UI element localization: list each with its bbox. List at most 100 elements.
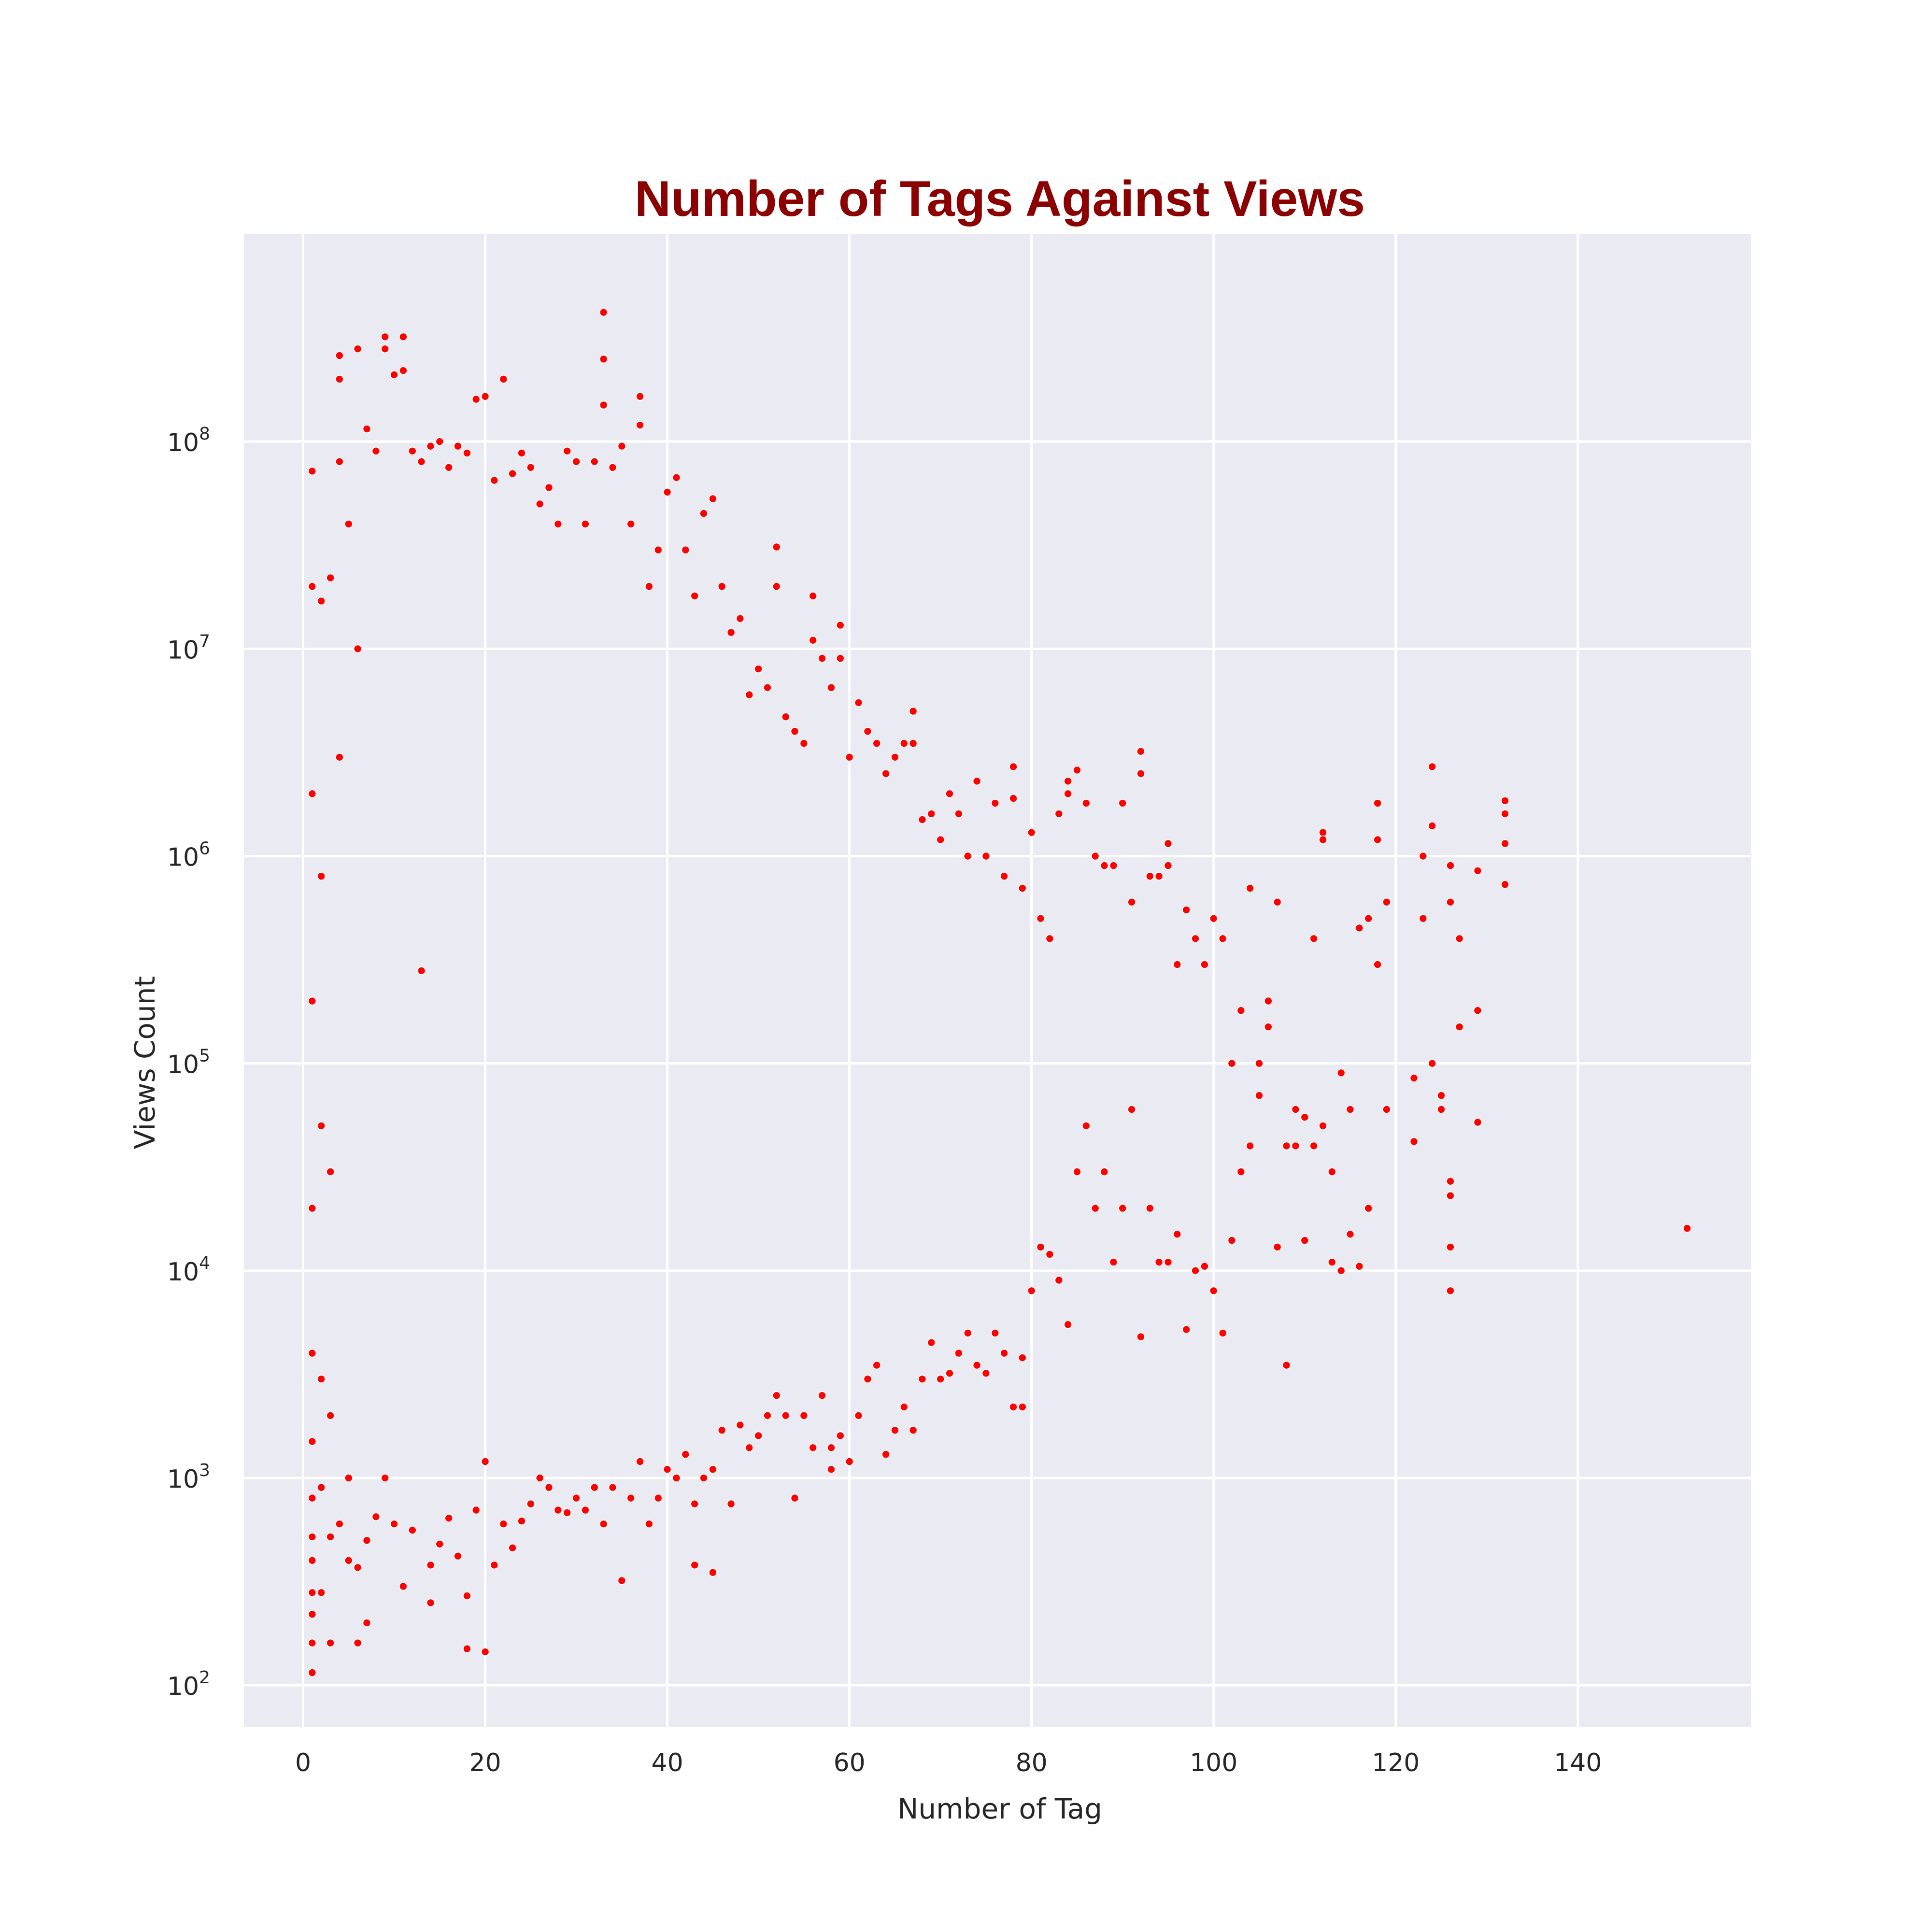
scatter-point [1428, 1059, 1436, 1068]
scatter-point [1473, 1118, 1482, 1127]
scatter-point [1146, 872, 1154, 881]
scatter-point [399, 366, 408, 375]
scatter-point [945, 789, 954, 798]
scatter-point [1501, 839, 1509, 848]
scatter-point [454, 1551, 462, 1561]
scatter-point [417, 457, 426, 466]
scatter-point [736, 1421, 745, 1430]
scatter-point [1382, 897, 1391, 907]
scatter-point [371, 1512, 381, 1521]
scatter-point [1036, 1243, 1045, 1251]
scatter-point [426, 441, 435, 451]
y-tick-base: 10 [167, 1465, 199, 1494]
scatter-point [1328, 1258, 1336, 1266]
scatter-point [1182, 1325, 1191, 1334]
scatter-point [726, 1499, 736, 1508]
scatter-point [991, 799, 1000, 808]
y-tick-label: 102 [167, 1668, 210, 1701]
scatter-point [1355, 923, 1364, 933]
scatter-point [636, 392, 644, 401]
scatter-point [599, 355, 608, 364]
scatter-point [1209, 914, 1218, 923]
scatter-point [1164, 839, 1173, 848]
y-tick-exponent: 2 [199, 1668, 210, 1688]
scatter-point [1255, 1091, 1264, 1100]
x-tick-label: 20 [469, 1748, 501, 1777]
scatter-point [790, 1493, 799, 1503]
scatter-point [1291, 1105, 1300, 1114]
scatter-point [818, 1391, 826, 1400]
scatter-point [1346, 1105, 1355, 1114]
scatter-point [1091, 1204, 1100, 1213]
scatter-point [590, 457, 599, 466]
x-tick-label: 0 [295, 1748, 311, 1777]
scatter-point [308, 1204, 317, 1213]
scatter-point [909, 739, 918, 748]
x-tick-label: 60 [834, 1748, 866, 1777]
y-tick-exponent: 6 [199, 839, 210, 859]
scatter-point [1082, 799, 1091, 808]
scatter-point [863, 727, 872, 736]
scatter-point [1118, 1204, 1127, 1213]
scatter-point [308, 1610, 317, 1619]
x-axis-label: Number of Tag [897, 1792, 1102, 1825]
y-tick-exponent: 5 [199, 1046, 210, 1066]
scatter-point [1446, 1177, 1455, 1186]
y-tick-exponent: 7 [199, 631, 210, 651]
scatter-point [1173, 1230, 1182, 1239]
y-tick-exponent: 8 [199, 424, 210, 444]
scatter-point [663, 1465, 672, 1474]
scatter-point [335, 375, 344, 384]
scatter-point [1064, 777, 1072, 786]
scatter-point [381, 332, 390, 341]
scatter-point [535, 499, 544, 509]
y-tick-exponent: 3 [199, 1461, 210, 1480]
scatter-point [626, 520, 635, 528]
scatter-point [1136, 1332, 1145, 1341]
scatter-point [326, 1167, 335, 1176]
scatter-point [1328, 1167, 1336, 1176]
scatter-point [454, 441, 462, 451]
scatter-point [508, 1543, 517, 1552]
scatter-point [1346, 1230, 1355, 1239]
y-tick-base: 10 [167, 1051, 199, 1080]
scatter-point [508, 469, 517, 478]
x-tick-label: 120 [1372, 1748, 1420, 1777]
scatter-point [736, 614, 745, 623]
scatter-point [854, 1411, 863, 1420]
scatter-point [1319, 835, 1327, 844]
scatter-point [1409, 1074, 1419, 1082]
scatter-point [754, 1431, 763, 1440]
scatter-point [1200, 1262, 1209, 1271]
scatter-point [909, 1426, 918, 1435]
scatter-point [927, 810, 936, 818]
scatter-point [1154, 872, 1164, 881]
scatter-point [772, 1391, 781, 1400]
x-tick-label: 40 [652, 1748, 683, 1777]
scatter-point [1282, 1141, 1291, 1151]
scatter-point [408, 446, 417, 455]
scatter-point [1364, 1204, 1373, 1213]
scatter-point [599, 308, 608, 317]
scatter-point [1109, 861, 1118, 870]
scatter-point [390, 370, 398, 379]
scatter-point [1264, 996, 1273, 1006]
scatter-point [1000, 1349, 1009, 1358]
scatter-point [1446, 861, 1455, 870]
scatter-point [709, 1568, 717, 1577]
scatter-point [408, 1526, 417, 1534]
scatter-point [1373, 835, 1382, 844]
scatter-point [1164, 1258, 1173, 1266]
scatter-point [1127, 897, 1136, 907]
scatter-point [1446, 1243, 1455, 1251]
scatter-point [1273, 897, 1282, 907]
scatter-point [1437, 1091, 1446, 1100]
scatter-point [481, 1457, 490, 1466]
scatter-point [317, 1483, 326, 1492]
scatter-point [1373, 960, 1382, 969]
scatter-point [353, 644, 362, 653]
scatter-point [308, 582, 317, 591]
y-gridlines [244, 440, 1751, 1687]
scatter-point [344, 1556, 353, 1565]
scatter-point [308, 1349, 317, 1358]
